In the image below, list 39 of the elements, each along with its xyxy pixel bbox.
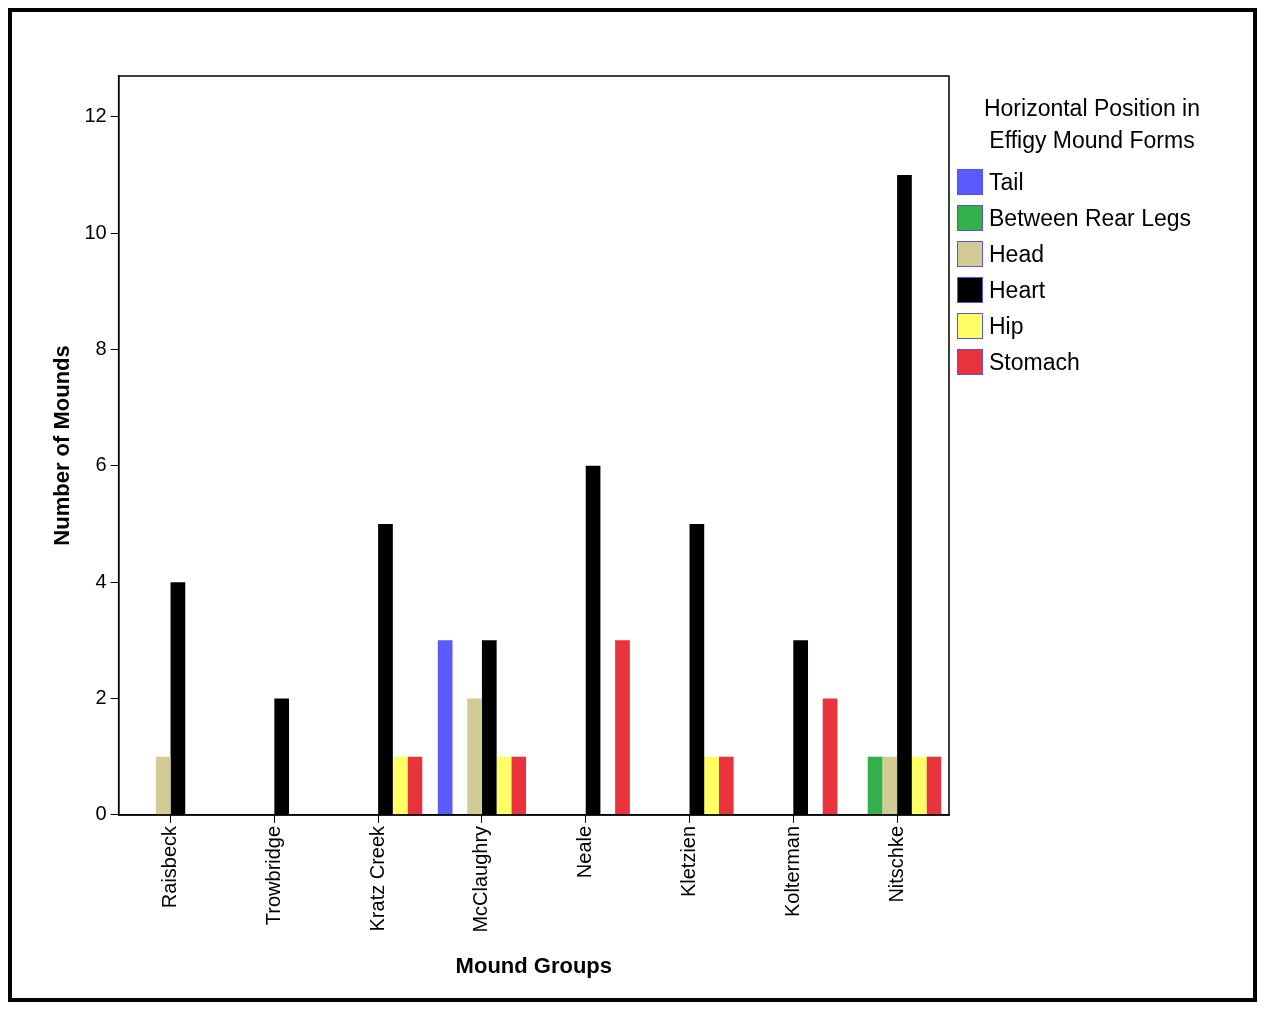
- bar: [882, 756, 898, 815]
- bar: [867, 756, 883, 815]
- legend-label: Head: [989, 240, 1044, 268]
- bar: [155, 756, 171, 815]
- bar: [467, 698, 482, 815]
- bar: [437, 640, 453, 815]
- y-tick-label: 10: [84, 220, 107, 243]
- x-tick-label: Nitschke: [884, 825, 907, 903]
- y-axis-title: Number of Mounds: [49, 345, 75, 546]
- x-tick-label: Kolterman: [780, 825, 803, 918]
- y-tick-label: 4: [95, 569, 107, 592]
- legend-label: Tail: [989, 168, 1024, 196]
- y-tick-label: 12: [84, 104, 107, 127]
- legend-title: Horizontal Position in Effigy Mound Forms: [982, 94, 1202, 155]
- bar: [392, 756, 408, 815]
- bar: [822, 698, 838, 815]
- x-tick-label: Raisbeck: [158, 824, 181, 909]
- x-tick-label: Trowbridge: [261, 825, 284, 926]
- bar: [704, 756, 719, 815]
- x-tick-label: Kratz Creek: [365, 824, 388, 932]
- legend-label: Hip: [989, 312, 1024, 340]
- bar: [926, 756, 942, 815]
- x-tick-label: McClaughry: [469, 825, 492, 933]
- bar: [615, 640, 630, 815]
- y-tick-label: 0: [95, 802, 107, 825]
- x-axis-title: Mound Groups: [455, 952, 613, 978]
- legend-label: Heart: [989, 276, 1046, 304]
- bar: [496, 756, 512, 815]
- legend-label: Between Rear Legs: [989, 204, 1192, 232]
- y-tick-label: 8: [95, 336, 107, 359]
- bar: [407, 756, 423, 815]
- x-tick-label: Neale: [573, 825, 596, 879]
- bar: [718, 756, 734, 815]
- y-tick-label: 2: [95, 686, 107, 709]
- legend-label: Stomach: [989, 348, 1080, 376]
- bar: [911, 756, 927, 815]
- bar: [511, 756, 527, 815]
- x-tick-label: Kletzien: [677, 825, 700, 898]
- y-tick-label: 6: [95, 453, 107, 476]
